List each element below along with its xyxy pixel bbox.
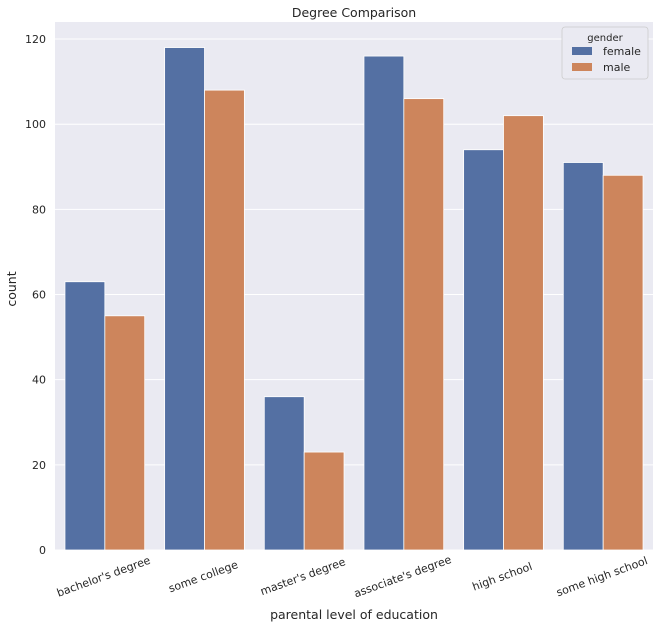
- legend-swatch-male: [572, 63, 592, 71]
- bars: [64, 47, 644, 551]
- legend-swatch-female: [572, 47, 592, 55]
- bar-female: [64, 281, 106, 551]
- bar-male: [204, 89, 245, 551]
- y-tick-label: 20: [32, 459, 46, 472]
- grid-lines: [55, 38, 653, 551]
- bar-female: [562, 162, 604, 551]
- legend-label-female: female: [603, 45, 641, 58]
- bar-female: [363, 55, 405, 551]
- y-tick-label: 120: [25, 33, 46, 46]
- y-tick-label: 80: [32, 203, 46, 216]
- y-tick-label: 100: [25, 118, 46, 131]
- x-tick-label: some college: [167, 558, 240, 595]
- x-tick-label: high school: [471, 560, 534, 594]
- legend-label-male: male: [603, 61, 631, 74]
- x-tick-label: bachelor's degree: [55, 554, 152, 600]
- bar-female: [263, 396, 305, 551]
- bar-female: [463, 149, 504, 551]
- y-tick-label: 40: [32, 374, 46, 387]
- x-tick-label: some high school: [555, 554, 650, 599]
- y-tick-label: 0: [39, 544, 46, 557]
- bar-male: [602, 174, 644, 551]
- legend: gender female male: [561, 26, 649, 80]
- legend-title: gender: [587, 33, 623, 44]
- x-tick-label: master's degree: [259, 555, 348, 598]
- x-tick-label: associate's degree: [352, 553, 453, 600]
- y-axis-label: count: [4, 271, 19, 306]
- bar-male: [303, 451, 345, 551]
- y-tick-labels: 0 20 40 60 80 100 120: [25, 33, 46, 557]
- bar-female: [164, 47, 205, 551]
- bar-male: [104, 315, 146, 551]
- x-axis-label: parental level of education: [270, 607, 438, 622]
- bar-male: [503, 115, 544, 551]
- plot-area: [55, 22, 653, 550]
- bar-male: [403, 98, 445, 551]
- chart-title: Degree Comparison: [292, 5, 416, 20]
- y-tick-label: 60: [32, 289, 46, 302]
- x-tick-labels: bachelor's degree some college master's de…: [55, 553, 649, 600]
